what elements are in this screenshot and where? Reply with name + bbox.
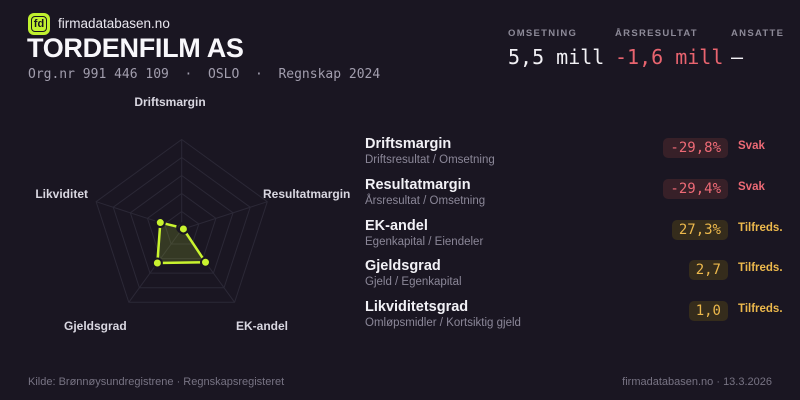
metric-value-pill: 27,3% [671, 220, 728, 240]
stat-arsresultat: ÅRSRESULTAT -1,6 mill [615, 28, 723, 69]
metric-status-badge: Tilfreds. [738, 222, 783, 234]
radar-chart [95, 138, 268, 303]
metric-formula: Årsresultat / Omsetning [365, 195, 486, 207]
metric-value-pill: 2,7 [688, 260, 728, 280]
metric-formula: Gjeld / Egenkapital [365, 276, 462, 288]
metric-status-badge: Tilfreds. [738, 303, 783, 315]
metric-formula: Egenkapital / Eiendeler [365, 236, 484, 248]
radar-axis-label-resultatmargin: Resultatmargin [263, 187, 351, 201]
metric-name: EK-andel [365, 218, 428, 234]
footer-source-text: Kilde: Brønnøysundregistrene · Regnskaps… [28, 376, 285, 388]
stat-omsetning: OMSETNING 5,5 mill [508, 28, 604, 69]
metric-value-pill: 1,0 [688, 301, 728, 321]
stat-label: OMSETNING [508, 28, 578, 39]
metric-value-pill: -29,4% [663, 179, 728, 199]
metric-row-resultatmargin: Resultatmargin Årsresultat / Omsetning -… [365, 177, 772, 211]
metric-name: Gjeldsgrad [365, 258, 441, 274]
radar-axis-label-likviditet: Likviditet [35, 187, 88, 201]
metric-formula: Omløpsmidler / Kortsiktig gjeld [365, 317, 521, 329]
page-title: TORDENFILM AS [27, 33, 244, 63]
stat-value: – [731, 45, 744, 69]
metric-status-badge: Svak [738, 181, 765, 193]
metric-row-driftsmargin: Driftsmargin Driftsresultat / Omsetning … [365, 136, 772, 170]
metric-row-likviditetsgrad: Likviditetsgrad Omløpsmidler / Kortsikti… [365, 299, 783, 333]
metric-value-pill: -29,8% [663, 138, 728, 158]
stat-value: -1,6 mill [615, 45, 724, 69]
stat-value: 5,5 mill [508, 45, 605, 69]
org-info-line: Org.nr 991 446 109 · OSLO · Regnskap 202… [28, 67, 381, 82]
footer-site-date: firmadatabasen.no · 13.3.2026 [622, 376, 772, 388]
logo-fd-glyph: fd [30, 16, 48, 32]
firmadatabasen-logo: fd [28, 13, 50, 35]
radar-axis-label-driftsmargin: Driftsmargin [134, 95, 206, 109]
radar-axis-label-gjeldsgrad: Gjeldsgrad [64, 319, 127, 333]
stat-label: ANSATTE [731, 28, 785, 39]
metric-formula: Driftsresultat / Omsetning [365, 154, 495, 166]
stat-ansatte: ANSATTE – [731, 28, 784, 69]
metric-name: Driftsmargin [365, 136, 452, 152]
metric-row-ek-andel: EK-andel Egenkapital / Eiendeler 27,3% T… [365, 218, 783, 252]
radar-axis-label-ek-andel: EK-andel [236, 319, 289, 333]
brand-site-name: firmadatabasen.no [58, 16, 170, 31]
stat-label: ÅRSRESULTAT [615, 28, 698, 39]
metric-row-gjeldsgrad: Gjeldsgrad Gjeld / Egenkapital 2,7 Tilfr… [365, 258, 783, 292]
metric-status-badge: Tilfreds. [738, 262, 783, 274]
metric-name: Likviditetsgrad [365, 299, 469, 315]
metric-status-badge: Svak [738, 140, 765, 152]
metric-name: Resultatmargin [365, 177, 471, 193]
